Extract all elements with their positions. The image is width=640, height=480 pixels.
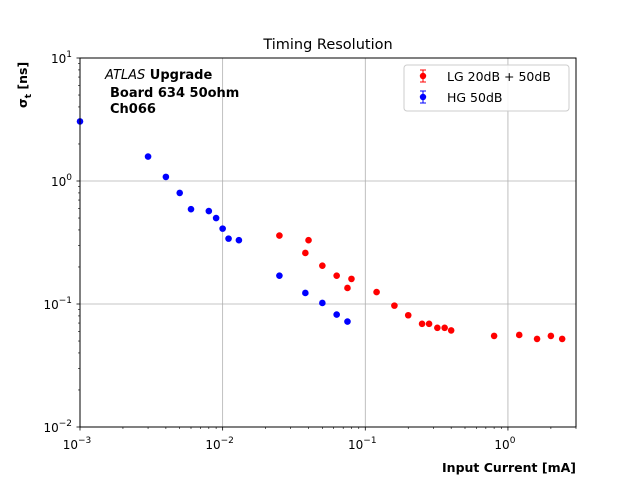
data-point bbox=[276, 232, 283, 239]
x-tick-exponent: −1 bbox=[363, 436, 376, 446]
series-layer bbox=[76, 118, 566, 343]
y-tick-base: 10 bbox=[43, 298, 58, 312]
y-axis-label-subscript: t bbox=[24, 93, 34, 98]
data-point bbox=[344, 318, 351, 325]
data-point bbox=[434, 324, 441, 332]
legend-box bbox=[403, 64, 570, 112]
y-tick-exponent: −2 bbox=[59, 419, 72, 429]
x-tick-label: 10−3 bbox=[63, 436, 92, 452]
y-tick-label: 10−2 bbox=[43, 419, 72, 435]
chart-title: Timing Resolution bbox=[262, 37, 392, 53]
data-point bbox=[490, 332, 498, 340]
legend-entry-hg: HG 50dB bbox=[419, 90, 502, 105]
x-tick-exponent: −3 bbox=[78, 436, 91, 446]
x-tick-exponent: −2 bbox=[221, 436, 234, 446]
data-point bbox=[176, 189, 184, 197]
legend-hg-marker bbox=[419, 93, 427, 101]
data-point bbox=[187, 205, 195, 213]
data-point bbox=[533, 335, 541, 343]
data-point bbox=[447, 327, 455, 334]
y-tick-label: 10−1 bbox=[43, 296, 72, 312]
data-point bbox=[344, 284, 351, 292]
x-tick-base: 10 bbox=[348, 438, 363, 452]
x-tick-base: 10 bbox=[205, 438, 220, 452]
data-point bbox=[348, 275, 355, 283]
data-point bbox=[515, 331, 523, 339]
grid-lines bbox=[80, 58, 576, 427]
data-point bbox=[205, 207, 213, 215]
annotation-channel: Ch066 bbox=[110, 102, 156, 117]
plot-area bbox=[76, 57, 577, 431]
data-point bbox=[212, 214, 220, 222]
data-point bbox=[225, 235, 232, 242]
plot-background bbox=[80, 58, 576, 427]
y-tick-base: 10 bbox=[43, 421, 58, 435]
x-tick-label: 100 bbox=[494, 436, 515, 452]
y-tick-base: 10 bbox=[51, 52, 66, 66]
data-point bbox=[547, 332, 555, 340]
annotation-board: Board 634 50ohm bbox=[110, 86, 239, 101]
data-point bbox=[319, 262, 326, 269]
data-point bbox=[162, 173, 170, 181]
annotation-line-1: ATLAS Upgrade bbox=[104, 68, 212, 83]
atlas-annotation: ATLAS Upgrade Board 634 50ohm Ch066 bbox=[104, 68, 239, 117]
y-axis-label-sigma: σ bbox=[15, 98, 30, 108]
data-point bbox=[333, 311, 340, 318]
x-tick-exponent: 0 bbox=[510, 436, 516, 446]
x-tick-label: 10−2 bbox=[205, 436, 234, 452]
legend-lg-label: LG 20dB + 50dB bbox=[447, 69, 551, 84]
y-tick-label: 100 bbox=[51, 173, 72, 189]
legend-entry-lg: LG 20dB + 50dB bbox=[419, 69, 551, 84]
annotation-atlas: ATLAS bbox=[104, 68, 145, 83]
data-point bbox=[391, 302, 398, 309]
data-point bbox=[276, 272, 283, 279]
data-point bbox=[235, 236, 243, 244]
y-tick-label: 101 bbox=[51, 50, 72, 66]
data-point bbox=[305, 236, 312, 244]
data-point bbox=[219, 225, 226, 232]
y-tick-base: 10 bbox=[51, 175, 66, 189]
y-axis-label: σt [ns] bbox=[15, 62, 34, 108]
x-tick-label: 10−1 bbox=[348, 436, 377, 452]
legend-hg-label: HG 50dB bbox=[447, 90, 502, 105]
data-point bbox=[418, 320, 426, 328]
y-tick-exponent: 0 bbox=[66, 173, 72, 183]
data-point bbox=[441, 324, 448, 332]
major-ticks bbox=[76, 57, 509, 431]
data-point bbox=[425, 320, 433, 328]
x-axis-label: Input Current [mA] bbox=[442, 460, 576, 475]
data-point bbox=[302, 249, 309, 257]
series-hg bbox=[76, 118, 351, 325]
y-tick-exponent: −1 bbox=[59, 296, 72, 306]
data-point bbox=[319, 299, 326, 307]
x-tick-labels: 10−3 10−2 10−1 100 bbox=[63, 436, 516, 452]
plot-frame bbox=[79, 57, 577, 428]
x-tick-base: 10 bbox=[63, 438, 78, 452]
x-tick-base: 10 bbox=[494, 438, 509, 452]
data-point bbox=[333, 272, 340, 279]
legend-lg-marker bbox=[419, 72, 427, 80]
annotation-upgrade: Upgrade bbox=[145, 68, 212, 83]
data-point bbox=[144, 153, 152, 160]
data-point bbox=[404, 311, 412, 319]
y-axis-label-unit: [ns] bbox=[15, 62, 30, 94]
legend: LG 20dB + 50dB HG 50dB bbox=[403, 64, 570, 112]
data-point bbox=[302, 289, 309, 297]
series-lg bbox=[276, 232, 566, 343]
y-tick-exponent: 1 bbox=[66, 50, 72, 60]
data-point bbox=[373, 288, 380, 296]
data-point bbox=[558, 335, 566, 343]
